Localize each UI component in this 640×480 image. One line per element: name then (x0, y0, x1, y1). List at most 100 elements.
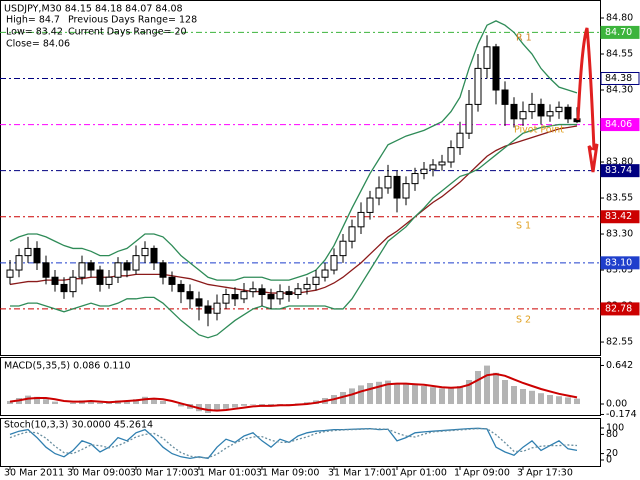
candle-body (375, 187, 383, 199)
candle-body (150, 247, 158, 264)
macd-signal (9, 372, 578, 412)
candle-body (321, 269, 329, 278)
candle-body (339, 240, 347, 257)
macd-bar (34, 396, 40, 405)
candle-body (447, 147, 455, 163)
level-tag (600, 210, 640, 224)
forecast-arrow (576, 27, 599, 173)
main-panel (0, 0, 601, 356)
candle-body (159, 262, 167, 278)
macd-bar (70, 402, 76, 405)
candle-body (267, 294, 275, 300)
candle-body (96, 269, 104, 285)
candle-body (231, 294, 239, 300)
candle-body (132, 255, 140, 271)
candle-body (78, 262, 86, 278)
macd-bar (232, 404, 238, 408)
y-tick-label: 83.05 (606, 265, 633, 276)
level-label: 83.42 (605, 211, 632, 222)
macd-bar (403, 384, 409, 405)
level-label: 83.10 (605, 257, 632, 268)
candle-body (33, 247, 41, 264)
candle-body (528, 103, 536, 113)
candle-body (42, 262, 50, 278)
candle-body (15, 255, 23, 271)
candle-body (294, 288, 302, 296)
y-tick-label: 84.80 (606, 13, 633, 24)
candle-body (537, 103, 545, 117)
level-label: 83.74 (605, 165, 632, 176)
candle-body (177, 283, 185, 293)
y-tick-label: 0.00 (606, 399, 627, 410)
candle-body (474, 67, 482, 105)
macd-panel (0, 357, 601, 416)
macd-label: MACD(5,35,5) 0.086 0.110 (4, 361, 131, 372)
macd-bar (421, 386, 427, 405)
macd-bar (466, 379, 472, 405)
macd-bar (547, 395, 553, 405)
stoch-panel (0, 418, 601, 467)
candle-body (186, 291, 194, 300)
candle-body (393, 175, 401, 199)
candle-body (357, 211, 365, 228)
level-tag (600, 71, 640, 85)
candle-body (501, 89, 509, 105)
macd-bar (574, 398, 580, 405)
macd-bar (7, 401, 13, 405)
y-tick-label: 80 (606, 429, 618, 440)
macd-bar (214, 404, 220, 412)
candle-body (24, 247, 32, 257)
candle-body (546, 111, 554, 117)
macd-bar (160, 401, 166, 405)
candle-body (348, 226, 356, 242)
level-label: 84.70 (605, 27, 632, 38)
level-tag (600, 164, 640, 178)
y-tick-label: 84.55 (606, 49, 633, 60)
candle-body (519, 111, 527, 120)
macd-bar (250, 404, 256, 405)
info-text: Current Days Range= 20 (68, 27, 187, 38)
candle-body (240, 291, 248, 300)
macd-bar (439, 388, 445, 405)
y-tick-label: 0.642 (606, 360, 633, 371)
info-text: Previous Days Range= 128 (68, 15, 197, 26)
macd-bar (124, 401, 130, 405)
candle-body (69, 276, 77, 293)
symbol-header: USDJPY,M30 84.15 84.18 84.07 84.08 (4, 4, 183, 15)
x-tick-label: 30 Mar 17:00 (130, 468, 193, 479)
macd-bar (376, 381, 382, 405)
candle-body (312, 276, 320, 285)
macd-bar (25, 395, 31, 405)
y-tick-label: 100 (606, 423, 624, 434)
macd-bar (133, 399, 139, 405)
candle-body (384, 175, 392, 189)
x-tick-label: 31 Mar 01:00 (193, 468, 256, 479)
macd-bar (259, 404, 265, 406)
x-tick-label: 31 Mar 09:00 (256, 468, 319, 479)
annotation: S 2 (516, 315, 531, 326)
candle-body (51, 276, 59, 285)
y-tick-label: 84.30 (606, 85, 633, 96)
candle-body (438, 161, 446, 166)
level-tag (600, 256, 640, 270)
candle-body (114, 262, 122, 278)
candle-body (411, 173, 419, 185)
plot-layer: 84.8084.5584.3084.0583.8083.5583.3083.05… (0, 13, 640, 479)
y-tick-label: 83.55 (606, 193, 633, 204)
candle-body (105, 276, 113, 285)
y-tick-label: 0 (606, 455, 612, 466)
indicator-line (9, 20, 578, 281)
candle-body (492, 46, 500, 91)
macd-bar (88, 401, 94, 405)
macd-bar (349, 388, 355, 405)
annotation: Pivot Point (514, 125, 564, 136)
candle-body (420, 168, 428, 175)
macd-bar (385, 380, 391, 405)
macd-bar (340, 392, 346, 405)
candle-body (213, 302, 221, 314)
y-tick-label: 83.30 (606, 229, 633, 240)
candle-body (87, 262, 95, 271)
macd-bar (538, 393, 544, 405)
level-label: 84.38 (605, 73, 632, 84)
